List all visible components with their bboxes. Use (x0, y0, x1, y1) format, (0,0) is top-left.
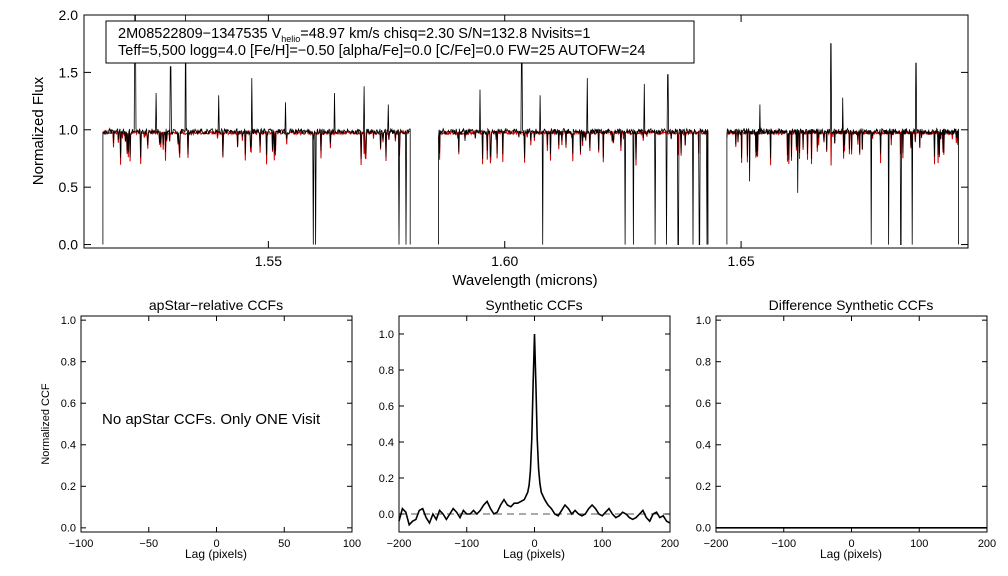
difference-ccf-xtick-label: −200 (704, 538, 729, 550)
model-spectrum-chip-3 (726, 129, 959, 166)
difference-ccf-axes: −200 −100 0 100 200 0.0 0.2 0.4 0.6 0.8 1.0 (696, 315, 996, 550)
synthetic-ccf-xtick-label: 200 (661, 538, 679, 550)
synthetic-ccf-plot-area (398, 333, 671, 527)
apstar-ccf-axes: −100 −50 0 50 100 0.0 0.2 0.4 0.6 0.8 1.0 (61, 315, 361, 550)
synthetic-ccf-title: Synthetic CCFs (485, 297, 582, 313)
apstar-ccf-xlabel: Lag (pixels) (185, 547, 247, 561)
synthetic-ccf-ytick-label: 0.2 (379, 473, 394, 485)
spectrum-plot-area (102, 14, 959, 245)
spectrum-xtick-label: 1.60 (491, 253, 518, 269)
apstar-ccf-ytick-label: 0.6 (61, 398, 76, 410)
spectrum-ylabel: Normalized Flux (30, 76, 47, 185)
synthetic-ccf-ytick-label: 1.0 (379, 329, 394, 341)
apstar-ccf-xtick-label: 0 (213, 538, 219, 550)
apstar-ccf-panel: apStar−relative CCFs −100 −50 0 50 100 0.0 0.2… (40, 297, 361, 561)
spectrum-xlabel: Wavelength (microns) (452, 272, 597, 289)
observed-spectrum-chip-3 (726, 43, 959, 245)
difference-ccf-xtick-label: 0 (848, 538, 854, 550)
synthetic-ccf-ytick-label: 0.6 (379, 401, 394, 413)
synthetic-ccf-panel: Synthetic CCFs −200 −100 0 100 200 0.0 0.2 0.4 0… (379, 297, 679, 561)
difference-ccf-ytick-label: 0.2 (696, 481, 711, 493)
difference-ccf-xlabel: Lag (pixels) (820, 547, 882, 561)
difference-ccf-title: Difference Synthetic CCFs (769, 297, 934, 313)
model-spectrum-chip-1 (102, 129, 411, 166)
apstar-ccf-ytick-label: 0.0 (61, 523, 76, 535)
difference-ccf-plot-frame (715, 315, 988, 533)
spectrum-ytick-label: 1.0 (59, 122, 79, 138)
synthetic-ccf-ytick-label: 0.0 (379, 509, 394, 521)
spectrum-ytick-label: 1.5 (59, 64, 79, 80)
difference-ccf-ytick-label: 1.0 (696, 315, 711, 327)
difference-ccf-xtick-label: 100 (910, 538, 928, 550)
synthetic-ccf-xtick-label: −200 (387, 538, 412, 550)
apstar-ccf-ytick-label: 0.2 (61, 481, 76, 493)
spectrum-xtick-label: 1.55 (255, 253, 282, 269)
difference-ccf-ytick-label: 0.0 (696, 523, 711, 535)
synthetic-ccf-ytick-label: 0.4 (379, 437, 394, 449)
apstar-ccf-xtick-label: −50 (139, 538, 158, 550)
synthetic-ccf-xtick-label: −100 (454, 538, 479, 550)
synthetic-ccf-xtick-label: 0 (531, 538, 537, 550)
difference-ccf-panel: Difference Synthetic CCFs −200 −100 0 100 20… (696, 297, 996, 561)
observed-spectrum-chip-2 (438, 46, 709, 245)
spectrum-ytick-label: 0.0 (59, 236, 79, 252)
apstar-ccf-message: No apStar CCFs. Only ONE Visit (102, 411, 321, 428)
synthetic-ccf-ytick-label: 0.8 (379, 365, 394, 377)
apstar-ccf-xtick-label: −100 (69, 538, 94, 550)
difference-ccf-xtick-label: −100 (771, 538, 796, 550)
spectrum-xtick-label: 1.65 (727, 253, 754, 269)
difference-ccf-ytick-label: 0.8 (696, 357, 711, 369)
spectrum-panel: 1.55 1.60 1.65 0.0 0.5 1.0 1.5 2.0 2M08522809−1… (30, 7, 969, 289)
info-line-2: Teff=5,500 logg=4.0 [Fe/H]=−0.50 [alpha/… (118, 43, 645, 59)
difference-ccf-ytick-label: 0.4 (696, 440, 711, 452)
synthetic-ccf-xlabel: Lag (pixels) (503, 547, 565, 561)
apstar-ccf-title: apStar−relative CCFs (149, 297, 283, 313)
info-line-1: 2M08522809−1347535 Vhelio=48.97 km/s chi… (118, 26, 590, 44)
synthetic-ccf-axes: −200 −100 0 100 200 0.0 0.2 0.4 0.6 0.8 1.0 (379, 316, 679, 550)
observed-spectrum-chip-1 (102, 14, 411, 245)
apstar-ccf-ytick-label: 1.0 (61, 315, 76, 327)
spectrum-ytick-label: 2.0 (59, 7, 79, 23)
spectrum-ytick-label: 0.5 (59, 179, 79, 195)
synthetic-ccf-xtick-label: 100 (593, 538, 611, 550)
apstar-ccf-ytick-label: 0.8 (61, 357, 76, 369)
difference-ccf-ytick-label: 0.6 (696, 398, 711, 410)
info-box (105, 20, 695, 64)
spectrum-axes: 1.55 1.60 1.65 0.0 0.5 1.0 1.5 2.0 (59, 7, 968, 269)
apstar-ccf-xtick-label: 100 (343, 538, 361, 550)
apstar-ccf-xtick-label: 50 (278, 538, 290, 550)
difference-ccf-xtick-label: 200 (978, 538, 996, 550)
spectrum-plot-frame (83, 14, 969, 249)
apstar-ccf-ylabel: Normalized CCF (40, 383, 52, 465)
apstar-ccf-ytick-label: 0.4 (61, 440, 76, 452)
synthetic-ccf-line (398, 333, 671, 527)
